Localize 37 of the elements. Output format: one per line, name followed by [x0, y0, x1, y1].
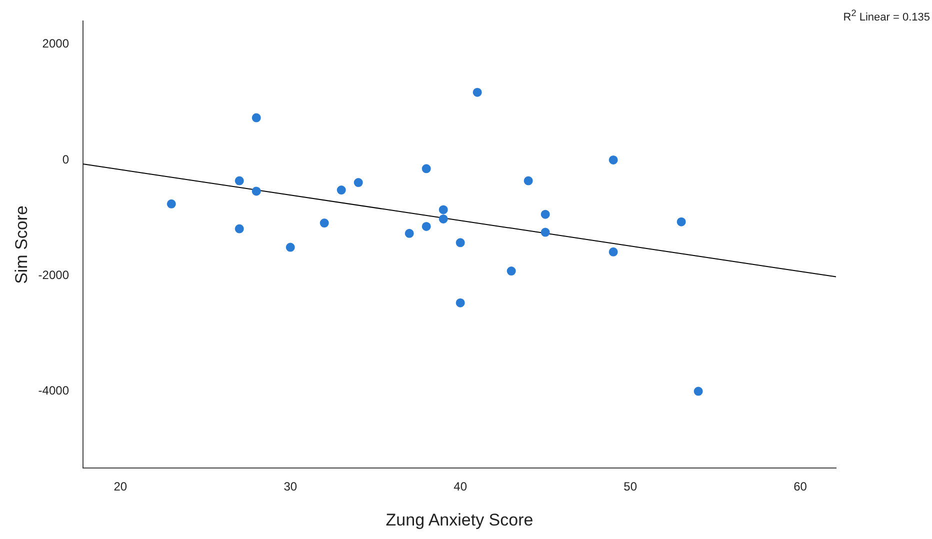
point: [524, 176, 533, 186]
point: [252, 113, 261, 122]
point: [438, 214, 448, 224]
point: [456, 238, 465, 248]
y-tick-label: 2000: [42, 36, 70, 51]
text: R$^{2}$ Linear = 0.135: [843, 8, 930, 24]
point: [438, 205, 448, 214]
y-tick-label: -2000: [38, 268, 70, 282]
point: [540, 210, 550, 219]
x-tick-label: 50: [624, 480, 638, 494]
y-tick-label: -4000: [38, 384, 70, 398]
point: [252, 186, 261, 196]
point: [234, 224, 244, 234]
point: [694, 386, 703, 396]
y-tick-label: 0: [62, 152, 70, 166]
point: [286, 242, 295, 252]
point: [608, 247, 618, 256]
x-axis-title: Zung Anxiety Score: [386, 510, 534, 530]
x-tick-label: 20: [114, 480, 128, 494]
point: [456, 298, 465, 308]
point: [676, 217, 686, 226]
x-tick-label: 60: [794, 480, 808, 494]
x-tick-label: 30: [284, 480, 298, 494]
point: [472, 88, 482, 97]
x-tick-label: 40: [454, 480, 468, 494]
point: [336, 186, 346, 195]
point: [540, 228, 550, 237]
point: [608, 155, 618, 164]
point: [354, 178, 363, 188]
point: [422, 164, 431, 174]
point: [320, 218, 329, 228]
point: [506, 266, 516, 276]
y-axis-title: Sim Score: [12, 205, 31, 284]
point: [422, 222, 431, 231]
point: [234, 176, 244, 186]
point: [166, 199, 176, 208]
point: [404, 228, 414, 238]
